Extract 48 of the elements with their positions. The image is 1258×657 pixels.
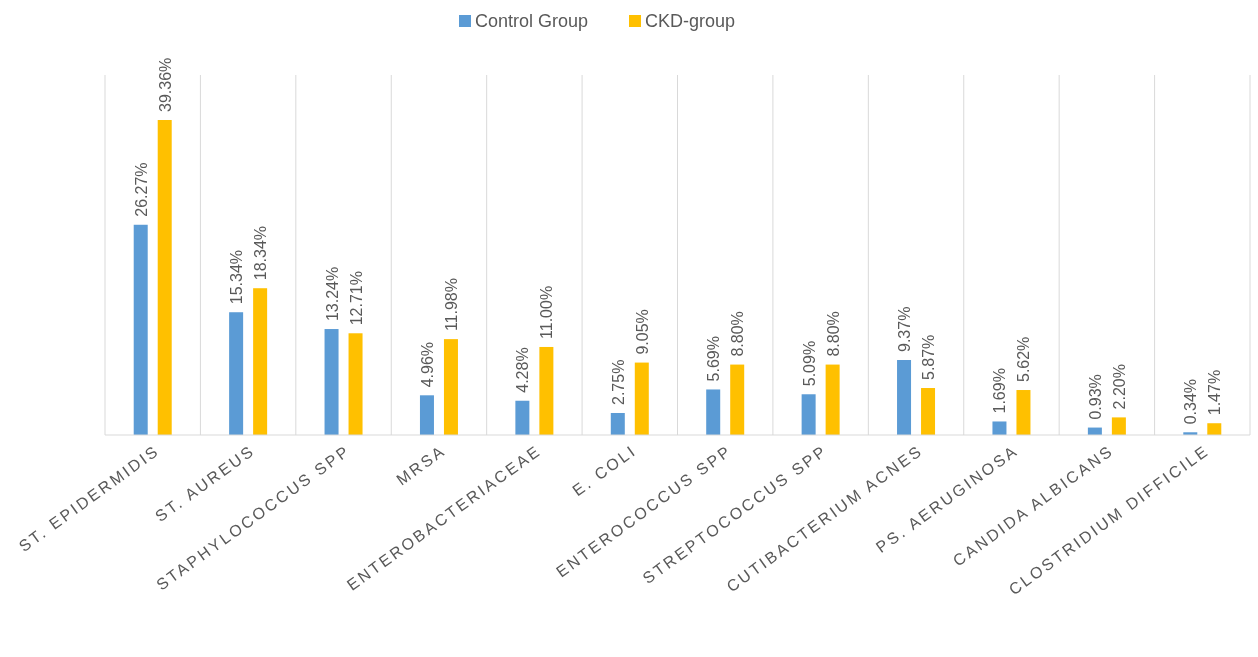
data-label: 8.80%: [729, 311, 747, 357]
bar: [539, 346, 554, 435]
data-label: 5.09%: [800, 340, 818, 387]
bar: [730, 364, 745, 435]
legend-label: Control Group: [475, 11, 589, 31]
data-label: 18.34%: [252, 225, 270, 281]
bar: [253, 288, 268, 435]
bar: [443, 339, 458, 435]
data-label: 2.20%: [1110, 364, 1128, 410]
bar: [133, 224, 148, 435]
data-label: 1.47%: [1206, 369, 1224, 416]
bar: [1016, 390, 1031, 435]
bar: [348, 333, 363, 435]
bar: [992, 421, 1007, 435]
bar: [157, 120, 172, 435]
bar: [515, 400, 530, 435]
legend-label: CKD-group: [645, 11, 736, 31]
data-label: 12.71%: [347, 271, 365, 326]
data-label: 15.34%: [228, 249, 246, 305]
data-label: 13.24%: [323, 266, 341, 322]
data-label: 2.75%: [609, 359, 627, 405]
bar: [610, 412, 625, 435]
data-label: 39.36%: [156, 57, 174, 112]
data-label: 26.27%: [132, 162, 150, 217]
bar: [706, 389, 721, 435]
data-label: 9.37%: [896, 306, 914, 353]
bar: [801, 394, 816, 435]
data-label: 5.62%: [1015, 336, 1033, 383]
bar: [921, 388, 936, 435]
bar: [1111, 417, 1126, 435]
data-label: 5.87%: [920, 334, 938, 381]
data-label: 1.69%: [991, 368, 1009, 414]
data-label: 5.69%: [705, 336, 723, 382]
bar: [825, 364, 840, 435]
data-label: 8.80%: [824, 311, 842, 357]
bar: [324, 329, 339, 435]
bar: [897, 360, 912, 435]
data-label: 0.93%: [1086, 374, 1104, 420]
data-label: 11.98%: [442, 278, 460, 332]
bar: [419, 395, 434, 435]
bar: [634, 362, 649, 435]
bar: [1207, 423, 1222, 435]
data-label: 4.96%: [418, 341, 436, 388]
data-label: 4.28%: [514, 347, 532, 393]
data-label: 11.00%: [538, 285, 556, 339]
bar: [229, 312, 244, 435]
data-label: 0.34%: [1182, 378, 1200, 425]
data-label: 9.05%: [633, 309, 651, 355]
